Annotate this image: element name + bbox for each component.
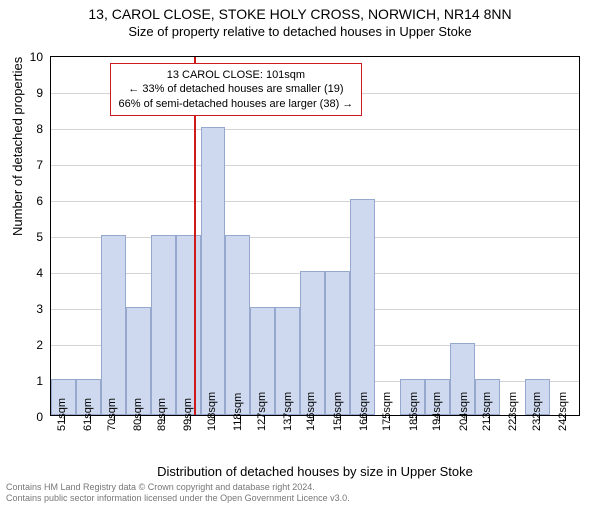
y-tick-label: 0 [23, 410, 43, 424]
y-tick-label: 6 [23, 194, 43, 208]
plot-region: 01234567891051sqm61sqm70sqm80sqm89sqm99s… [50, 56, 580, 416]
info-line-1: 13 CAROL CLOSE: 101sqm [119, 68, 354, 82]
y-tick-label: 2 [23, 338, 43, 352]
page-title: 13, CAROL CLOSE, STOKE HOLY CROSS, NORWI… [0, 6, 600, 22]
gridline [51, 237, 579, 238]
footer-attribution: Contains HM Land Registry data © Crown c… [6, 482, 350, 504]
footer-line-1: Contains HM Land Registry data © Crown c… [6, 482, 315, 492]
gridline [51, 129, 579, 130]
y-tick-label: 5 [23, 230, 43, 244]
page-subtitle: Size of property relative to detached ho… [0, 24, 600, 39]
y-tick-label: 7 [23, 158, 43, 172]
histogram-bar [151, 235, 176, 415]
info-line-2: ← 33% of detached houses are smaller (19… [119, 82, 354, 96]
histogram-bar [350, 199, 375, 415]
histogram-bar [101, 235, 126, 415]
gridline [51, 201, 579, 202]
y-tick-label: 9 [23, 86, 43, 100]
y-tick-label: 4 [23, 266, 43, 280]
chart-area: 01234567891051sqm61sqm70sqm80sqm89sqm99s… [50, 56, 580, 416]
footer-line-2: Contains public sector information licen… [6, 493, 350, 503]
info-line-3: 66% of semi-detached houses are larger (… [119, 97, 354, 111]
y-tick-label: 8 [23, 122, 43, 136]
gridline [51, 165, 579, 166]
histogram-bar [201, 127, 226, 415]
histogram-bar [176, 235, 201, 415]
y-tick-label: 1 [23, 374, 43, 388]
x-axis-label: Distribution of detached houses by size … [50, 464, 580, 479]
property-info-box: 13 CAROL CLOSE: 101sqm← 33% of detached … [110, 63, 363, 116]
histogram-bar [225, 235, 250, 415]
y-axis-label: Number of detached properties [10, 57, 25, 236]
y-tick-label: 3 [23, 302, 43, 316]
y-tick-label: 10 [23, 50, 43, 64]
